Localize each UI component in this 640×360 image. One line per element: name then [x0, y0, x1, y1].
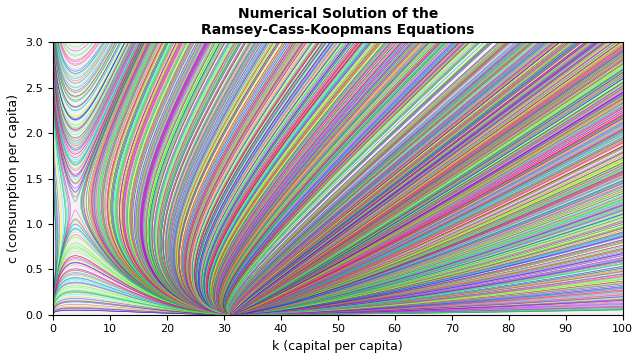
X-axis label: k (capital per capita): k (capital per capita): [273, 340, 403, 353]
Title: Numerical Solution of the
Ramsey-Cass-Koopmans Equations: Numerical Solution of the Ramsey-Cass-Ko…: [201, 7, 474, 37]
Y-axis label: c (consumption per capita): c (consumption per capita): [7, 94, 20, 263]
